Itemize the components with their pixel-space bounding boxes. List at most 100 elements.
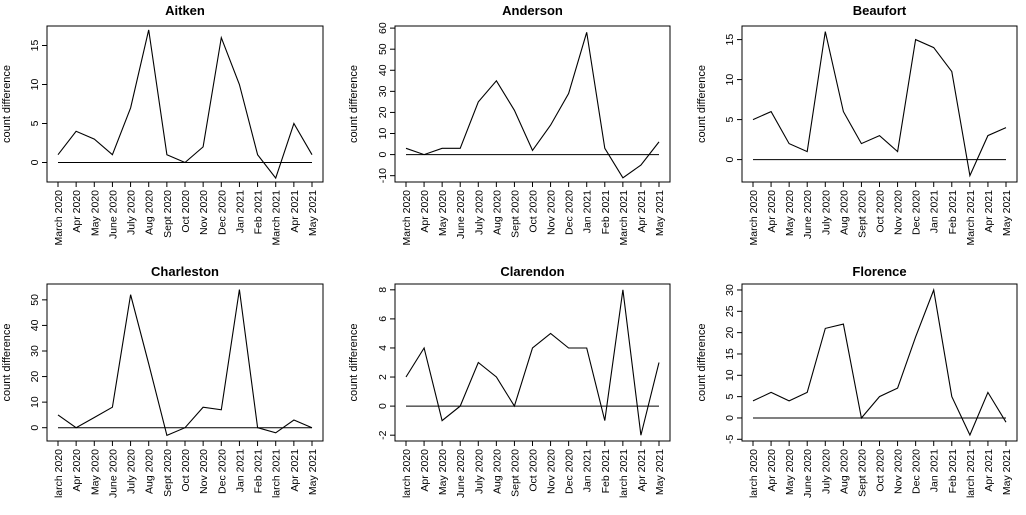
anderson-x-tick-label: Jan 2021 bbox=[582, 190, 594, 233]
beaufort-x-tick-label: July 2020 bbox=[820, 190, 832, 235]
clarendon-y-tick-label: 4 bbox=[377, 345, 389, 351]
anderson-x-tick-label: Sept 2020 bbox=[509, 190, 521, 238]
aitken-x-tick-label: July 2020 bbox=[126, 190, 138, 235]
charleston-x-tick-label: Nov 2020 bbox=[198, 449, 210, 494]
anderson-y-tick-label: 20 bbox=[377, 106, 389, 118]
beaufort-x-tick-label: March 2020 bbox=[748, 190, 760, 246]
beaufort-x-tick-label: Feb 2021 bbox=[947, 190, 959, 235]
charleston-series-line bbox=[57, 289, 313, 437]
clarendon-x-tick-label: Dec 2020 bbox=[564, 449, 576, 494]
anderson-x-tick-label: Apr 2021 bbox=[636, 190, 648, 233]
anderson-y-tick-label: 30 bbox=[377, 85, 389, 97]
aitken-x-tick-label: Dec 2020 bbox=[216, 190, 228, 235]
florence-chart-title: Florence bbox=[852, 264, 906, 279]
aitken-series-line bbox=[57, 29, 313, 180]
beaufort-x-tick-label: Dec 2020 bbox=[911, 190, 923, 235]
clarendon-x-tick-label: July 2020 bbox=[473, 449, 485, 494]
clarendon-x-tick-label: Apr 2021 bbox=[636, 449, 648, 492]
florence-y-tick-label: 30 bbox=[724, 284, 736, 296]
charleston-y-tick-label: 30 bbox=[29, 345, 41, 357]
anderson-x-tick-label: May 2020 bbox=[437, 190, 449, 236]
florence-y-tick-label: -5 bbox=[724, 434, 736, 443]
anderson-y-tick-label: -10 bbox=[377, 168, 389, 183]
aitken-x-tick-label: May 2021 bbox=[307, 190, 319, 236]
aitken-x-tick-label: Oct 2020 bbox=[180, 190, 192, 233]
aitken-x-tick-label: Apr 2021 bbox=[289, 190, 301, 233]
charleston-x-tick-label: larch 2021 bbox=[271, 449, 283, 498]
florence-x-tick-label: Nov 2020 bbox=[893, 449, 905, 494]
beaufort-x-tick-label: Apr 2021 bbox=[983, 190, 995, 233]
aitken-x-tick-label: Sept 2020 bbox=[162, 190, 174, 238]
charleston-x-tick-label: Apr 2021 bbox=[289, 449, 301, 492]
beaufort-plot-frame bbox=[741, 25, 1018, 183]
anderson-x-tick-label: Dec 2020 bbox=[564, 190, 576, 235]
florence-y-tick-label: 10 bbox=[724, 369, 736, 381]
florence-x-tick-label: Dec 2020 bbox=[911, 449, 923, 494]
anderson-y-tick-label: 0 bbox=[377, 152, 389, 158]
aitken-x-tick-label: Jan 2021 bbox=[234, 190, 246, 233]
florence-x-tick-label: May 2021 bbox=[1001, 449, 1013, 495]
florence-x-tick-label: June 2020 bbox=[802, 449, 814, 498]
anderson-x-tick-label: Nov 2020 bbox=[546, 190, 558, 235]
florence-y-tick-label: 25 bbox=[724, 305, 736, 317]
florence-x-tick-label: Jan 2021 bbox=[929, 449, 941, 492]
florence-series-line bbox=[752, 287, 1007, 437]
florence-y-tick-label: 5 bbox=[724, 394, 736, 400]
anderson-x-tick-label: Oct 2020 bbox=[528, 190, 540, 233]
clarendon-y-tick-label: 2 bbox=[377, 374, 389, 380]
charleston-y-axis-label: count difference bbox=[1, 323, 13, 401]
anderson-series-line bbox=[405, 32, 660, 179]
florence-x-tick-label: Oct 2020 bbox=[875, 449, 887, 492]
charleston-x-tick-label: May 2021 bbox=[307, 449, 319, 495]
clarendon-x-tick-label: Sept 2020 bbox=[509, 449, 521, 497]
florence-x-tick-label: July 2020 bbox=[820, 449, 832, 494]
florence-x-tick-label: Apr 2020 bbox=[766, 449, 778, 492]
aitken-x-tick-label: Feb 2021 bbox=[253, 190, 265, 235]
anderson-x-tick-label: March 2021 bbox=[618, 190, 630, 246]
clarendon-x-tick-label: larch 2020 bbox=[401, 449, 413, 498]
clarendon-chart-title: Clarendon bbox=[500, 264, 564, 279]
beaufort-x-tick-label: May 2020 bbox=[784, 190, 796, 236]
charleston-x-tick-label: Dec 2020 bbox=[216, 449, 228, 494]
florence-y-tick-label: 15 bbox=[724, 348, 736, 360]
clarendon-y-tick-label: 0 bbox=[377, 403, 389, 409]
beaufort-x-tick-label: May 2021 bbox=[1001, 190, 1013, 236]
anderson-chart-title: Anderson bbox=[502, 3, 563, 18]
aitken-x-tick-label: March 2021 bbox=[271, 190, 283, 246]
aitken-y-tick-label: 5 bbox=[29, 120, 41, 126]
clarendon-y-tick-label: 6 bbox=[377, 316, 389, 322]
anderson-y-tick-label: 50 bbox=[377, 43, 389, 55]
florence-x-tick-label: May 2020 bbox=[784, 449, 796, 495]
beaufort-y-tick-label: 0 bbox=[724, 157, 736, 163]
anderson-x-tick-label: May 2021 bbox=[654, 190, 666, 236]
beaufort-x-tick-label: June 2020 bbox=[802, 190, 814, 239]
anderson-plot-frame bbox=[394, 25, 671, 183]
charleston-x-tick-label: Jan 2021 bbox=[234, 449, 246, 492]
anderson-x-tick-label: March 2020 bbox=[401, 190, 413, 246]
clarendon-x-tick-label: Apr 2020 bbox=[419, 449, 431, 492]
clarendon-series-line bbox=[405, 289, 660, 436]
clarendon-plot-frame bbox=[394, 283, 671, 442]
florence-x-tick-label: Apr 2021 bbox=[983, 449, 995, 492]
aitken-x-tick-label: Aug 2020 bbox=[144, 190, 156, 235]
charleston-x-tick-label: July 2020 bbox=[126, 449, 138, 494]
beaufort-x-tick-label: Aug 2020 bbox=[838, 190, 850, 235]
aitken-y-tick-label: 10 bbox=[29, 79, 41, 91]
aitken-y-axis-label: count difference bbox=[1, 65, 13, 143]
charleston-y-tick-label: 50 bbox=[29, 294, 41, 306]
aitken-x-tick-label: Nov 2020 bbox=[198, 190, 210, 235]
charleston-x-tick-label: larch 2020 bbox=[53, 449, 65, 498]
anderson-x-tick-label: July 2020 bbox=[473, 190, 485, 235]
clarendon-y-tick-label: -2 bbox=[377, 430, 389, 439]
florence-x-tick-label: larch 2020 bbox=[748, 449, 760, 498]
florence-y-tick-label: 20 bbox=[724, 327, 736, 339]
beaufort-y-tick-label: 10 bbox=[724, 74, 736, 86]
anderson-y-tick-label: 40 bbox=[377, 64, 389, 76]
beaufort-y-tick-label: 5 bbox=[724, 117, 736, 123]
clarendon-x-tick-label: larch 2021 bbox=[618, 449, 630, 498]
clarendon-x-tick-label: Oct 2020 bbox=[528, 449, 540, 492]
clarendon-x-tick-label: Jan 2021 bbox=[582, 449, 594, 492]
beaufort-series-line bbox=[752, 31, 1007, 178]
